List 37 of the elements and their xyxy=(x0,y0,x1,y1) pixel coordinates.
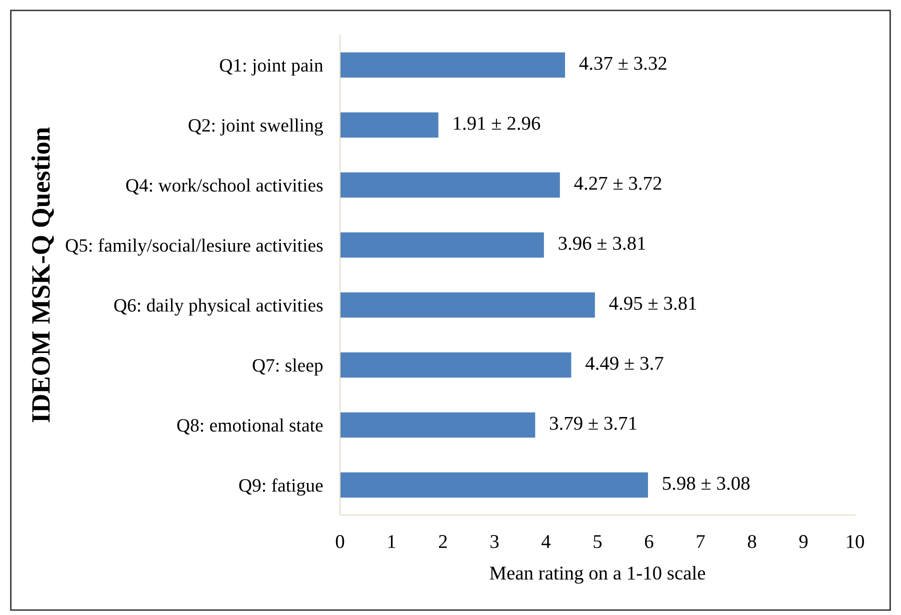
x-tick-label: 3 xyxy=(490,535,499,548)
bar xyxy=(340,472,648,498)
x-axis-title: Mean rating on a 1-10 scale xyxy=(490,566,706,584)
x-tick-label: 4 xyxy=(542,535,551,548)
x-tick-label: 6 xyxy=(644,535,654,548)
bar xyxy=(340,292,595,318)
x-tick-label: 0 xyxy=(336,535,344,548)
data-label: 1.91 ± 2.96 xyxy=(454,116,540,130)
x-tick-label: 10 xyxy=(846,535,864,548)
bar xyxy=(340,352,572,378)
x-tick-label: 7 xyxy=(696,535,705,548)
x-tick-label: 8 xyxy=(748,535,756,548)
data-label: 4.95 ± 3.81 xyxy=(609,296,696,310)
data-label: 4.49 ± 3.7 xyxy=(586,356,664,370)
data-label: 5.98 ± 3.08 xyxy=(662,476,750,490)
y-tick-label: Q6: daily physical activities xyxy=(114,298,323,316)
y-tick-label: Q9: fatigue xyxy=(239,478,323,496)
bar xyxy=(340,52,566,78)
bar xyxy=(340,112,438,138)
x-tick-label: 1 xyxy=(388,535,396,548)
y-tick-label: Q2: joint swelling xyxy=(188,118,323,136)
y-tick-label: Q1: joint pain xyxy=(220,59,324,76)
x-tick-label: 5 xyxy=(594,535,602,548)
data-label: 3.96 ± 3.81 xyxy=(558,236,646,250)
bar xyxy=(340,412,536,438)
y-tick-label: Q8: emotional state xyxy=(177,418,323,435)
bar xyxy=(340,172,560,198)
y-tick-label: Q5: family/social/lesiure activities xyxy=(66,238,323,256)
data-label: 4.37 ± 3.32 xyxy=(579,56,666,70)
data-label: 4.27 ± 3.72 xyxy=(574,176,662,190)
data-label: 3.79 ± 3.71 xyxy=(550,416,636,430)
y-tick-label: Q4: work/school activities xyxy=(126,178,323,195)
y-tick-label: Q7: sleep xyxy=(252,358,323,376)
y-axis-title: IDEOM MSK-Q Question xyxy=(31,127,54,422)
x-tick-label: 2 xyxy=(438,535,447,548)
x-tick-label: 9 xyxy=(799,535,808,548)
bar xyxy=(340,232,544,258)
